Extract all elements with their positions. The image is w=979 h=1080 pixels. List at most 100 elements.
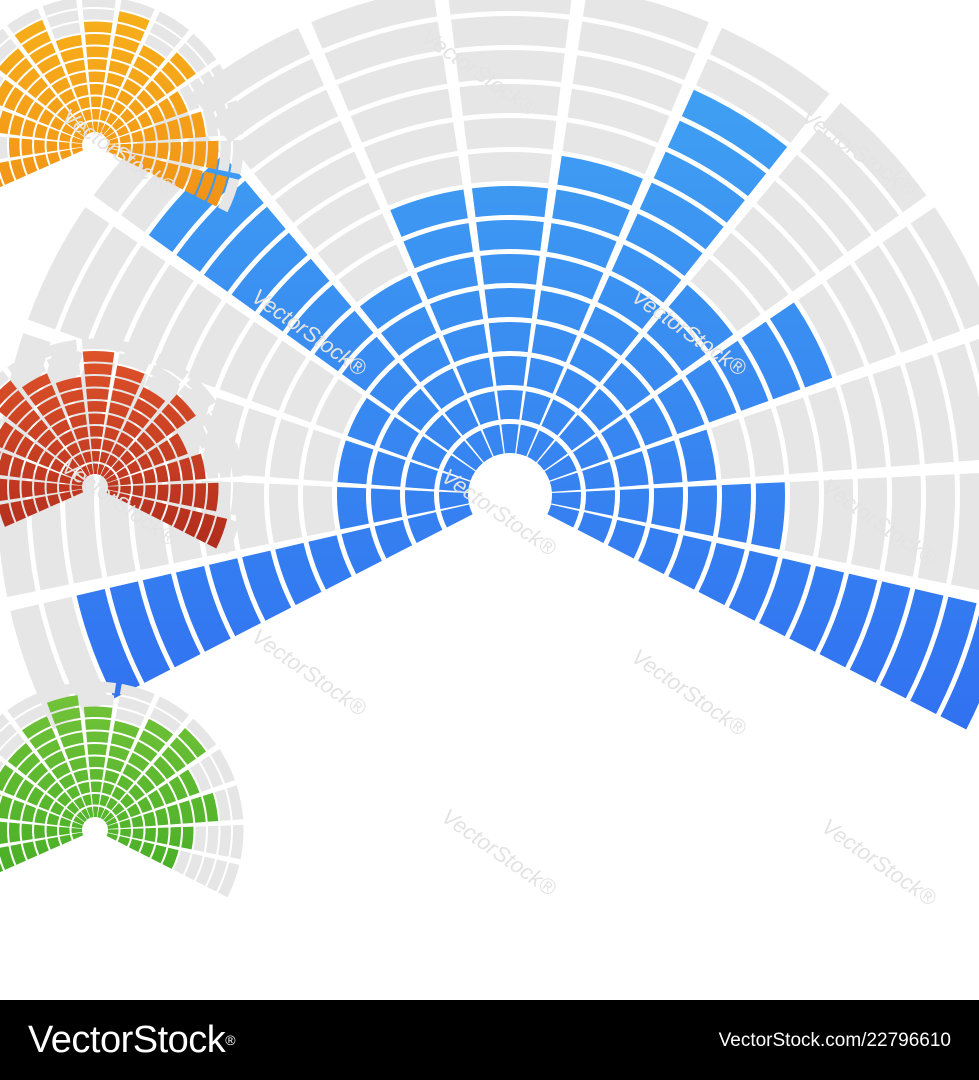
red-fan-segment-lit xyxy=(22,461,36,480)
large-blue-fan-segment-lit xyxy=(492,356,528,386)
orange-fan-segment-lit xyxy=(99,109,110,122)
green-fan-segment-lit xyxy=(56,792,72,807)
green-fan-segment-lit xyxy=(7,743,33,768)
orange-fan-segment-lit xyxy=(61,123,75,136)
large-blue-fan-segment-lit xyxy=(341,527,382,575)
red-fan-ray xyxy=(0,451,83,486)
orange-fan-segment-unlit xyxy=(189,77,212,107)
large-blue-fan-segment-unlit xyxy=(311,0,438,49)
orange-fan-segment-unlit xyxy=(218,177,240,213)
orange-fan-segment-unlit xyxy=(82,8,115,21)
orange-fan-ray xyxy=(105,64,235,141)
orange-fan-segment-lit xyxy=(105,132,118,141)
large-blue-fan-segment-lit xyxy=(526,357,564,394)
red-fan-segment-lit xyxy=(169,484,182,504)
large-blue-fan-segment-unlit xyxy=(917,474,956,584)
orange-fan-segment-lit xyxy=(113,35,140,53)
large-blue-fan-segment-unlit xyxy=(872,365,920,467)
large-blue-fan-segment-unlit xyxy=(826,264,897,365)
large-blue-fan-segment-unlit xyxy=(817,479,854,564)
red-fan-segment-lit xyxy=(156,484,169,502)
green-fan-segment-lit xyxy=(87,743,108,756)
large-blue-fan-segment-lit xyxy=(488,321,532,353)
orange-fan-segment-lit xyxy=(29,42,56,64)
large-blue-fan-segment-lit xyxy=(337,486,369,530)
large-blue-fan-segment-lit xyxy=(402,337,451,383)
orange-fan-segment-lit xyxy=(86,46,109,58)
large-blue-fan-segment-unlit xyxy=(268,483,303,543)
orange-fan-segment-lit xyxy=(205,140,219,170)
orange-fan-segment-lit xyxy=(22,119,36,138)
orange-fan-segment-lit xyxy=(106,112,118,126)
red-fan-segment-lit xyxy=(15,436,34,458)
red-fan-segment-lit xyxy=(101,439,115,453)
green-fan-ray xyxy=(103,718,217,823)
red-fan-segment-unlit xyxy=(46,352,79,370)
large-blue-fan-segment-lit xyxy=(638,527,679,575)
large-blue-fan-segment-lit xyxy=(443,455,476,481)
red-fan-ray xyxy=(42,339,94,475)
green-fan-segment-lit xyxy=(38,794,55,811)
large-blue-fan-segment-unlit xyxy=(567,88,670,143)
red-fan-segment-unlit xyxy=(42,339,78,358)
orange-fan-segment-lit xyxy=(46,128,60,141)
green-fan-segment-lit xyxy=(59,817,72,827)
large-blue-fan-segment-unlit xyxy=(455,49,565,83)
green-fan-segment-lit xyxy=(34,808,48,824)
red-fan-segment-lit xyxy=(0,380,17,406)
large-blue-fan-segment-unlit xyxy=(253,120,353,197)
red-fan-ray xyxy=(0,417,85,482)
orange-fan-segment-lit xyxy=(136,89,156,109)
green-fan-segment-lit xyxy=(21,823,33,841)
red-fan-segment-lit xyxy=(82,350,115,363)
red-fan-segment-lit xyxy=(117,492,130,504)
orange-fan-segment-lit xyxy=(117,11,150,31)
orange-fan-segment-lit xyxy=(193,141,206,167)
red-fan-segment-unlit xyxy=(226,442,244,477)
red-fan-segment-lit xyxy=(7,400,33,425)
large-blue-fan-segment-lit xyxy=(536,290,591,331)
green-fan-segment-lit xyxy=(106,797,118,811)
red-fan-segment-unlit xyxy=(214,446,231,478)
orange-fan-segment-lit xyxy=(15,94,34,116)
red-fan-segment-unlit xyxy=(218,482,231,514)
large-blue-fan-segment-unlit xyxy=(338,244,409,303)
green-fan-segment-lit xyxy=(76,811,87,822)
large-blue-fan-segment-unlit xyxy=(467,152,553,184)
orange-fan-segment-lit xyxy=(162,162,179,184)
green-fan-ray xyxy=(0,794,83,829)
large-blue-fan-segment-lit xyxy=(531,323,578,363)
red-fan-segment-lit xyxy=(9,456,25,478)
large-blue-fan-segment-lit xyxy=(521,391,551,425)
green-fan-ray xyxy=(107,824,244,860)
green-fan-segment-lit xyxy=(73,769,89,783)
large-blue-fan-segment-lit xyxy=(558,414,596,451)
large-blue-fan-segment-lit xyxy=(476,220,544,251)
red-fan-segment-lit xyxy=(105,474,118,483)
green-fan-segment-lit xyxy=(120,828,132,838)
red-fan-segment-lit xyxy=(132,485,144,497)
orange-fan-segment-lit xyxy=(167,119,181,140)
large-blue-fan-segment-unlit xyxy=(219,321,279,400)
large-blue-fan-segment-lit xyxy=(601,417,641,458)
large-blue-fan-segment-lit xyxy=(405,461,438,490)
orange-fan-segment-lit xyxy=(0,48,25,76)
orange-fan-segment-lit xyxy=(127,67,150,87)
green-fan-segment-lit xyxy=(117,775,134,791)
footer-logo-text: VectorStock xyxy=(28,1019,226,1061)
green-fan-segment-lit xyxy=(47,782,64,799)
large-blue-fan-segment-lit xyxy=(880,589,944,699)
orange-fan-segment-lit xyxy=(27,101,45,121)
green-fan-segment-lit xyxy=(0,846,15,870)
red-fan-segment-lit xyxy=(34,481,46,496)
red-fan-segment-lit xyxy=(17,409,41,433)
green-fan-ray xyxy=(0,713,87,822)
large-blue-fan-segment-unlit xyxy=(187,302,251,388)
red-fan-segment-lit xyxy=(82,451,92,464)
green-fan-segment-lit xyxy=(179,769,200,797)
green-fan-segment-lit xyxy=(83,706,113,719)
green-fan-segment-unlit xyxy=(0,713,10,730)
orange-fan-segment-lit xyxy=(155,122,169,141)
red-fan-segment-lit xyxy=(106,414,125,430)
large-blue-fan-segment-unlit xyxy=(315,378,363,435)
